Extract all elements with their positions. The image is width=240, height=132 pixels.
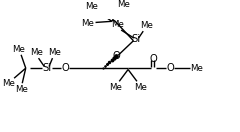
Text: Me: Me: [117, 0, 130, 9]
Text: Me: Me: [30, 48, 43, 57]
Text: Si: Si: [132, 34, 141, 44]
Text: Me: Me: [12, 45, 25, 54]
Text: Me: Me: [81, 19, 94, 28]
Text: O: O: [61, 63, 69, 73]
Text: Me: Me: [2, 79, 15, 88]
Text: O: O: [149, 54, 157, 64]
Text: Me: Me: [190, 64, 203, 73]
Text: Me: Me: [48, 48, 61, 57]
Text: Me: Me: [110, 83, 122, 92]
Text: O: O: [166, 63, 174, 73]
Text: O: O: [113, 51, 120, 62]
Text: Me: Me: [111, 20, 124, 29]
Text: Si: Si: [42, 63, 51, 73]
Text: Me: Me: [140, 21, 153, 30]
Text: Me: Me: [134, 83, 147, 92]
Text: Me: Me: [15, 85, 28, 94]
Text: Me: Me: [86, 2, 98, 11]
